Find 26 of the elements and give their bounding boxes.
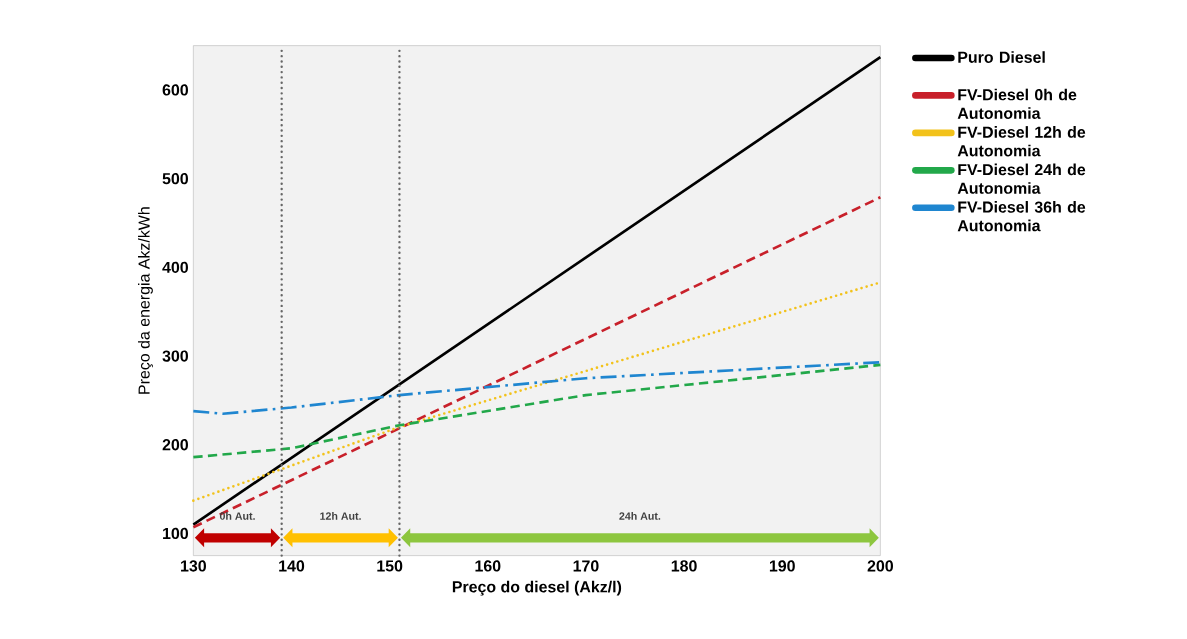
x-tick-label: 200 bbox=[867, 560, 893, 572]
legend-label: FV-Diesel 36h de Autonomia bbox=[957, 201, 1086, 232]
annotation: 12h Aut. bbox=[320, 512, 361, 520]
y-tick-label: 100 bbox=[163, 527, 188, 540]
legend-label: FV-Diesel 12h de Autonomia bbox=[957, 126, 1086, 157]
line-series bbox=[192, 360, 882, 416]
x-tick-label: 170 bbox=[573, 560, 599, 572]
y-tick-label: 400 bbox=[162, 261, 188, 273]
y-tick-label: 300 bbox=[162, 350, 188, 362]
y-axis-title: Preço da energia Akz/kWh bbox=[138, 207, 153, 394]
legend-label: Puro Diesel bbox=[958, 51, 1045, 63]
annotation: 0h Aut. bbox=[219, 512, 255, 520]
line-series bbox=[192, 363, 882, 459]
x-axis-title: Preço do diesel (Akz/l) bbox=[452, 580, 622, 596]
x-tick-label: 180 bbox=[671, 560, 697, 572]
annotation: 24h Aut. bbox=[619, 512, 661, 520]
legend-label: FV-Diesel 0h de Autonomia bbox=[957, 88, 1077, 119]
x-tick-label: 130 bbox=[181, 560, 206, 572]
y-tick-label: 600 bbox=[162, 84, 188, 96]
y-tick-label: 500 bbox=[162, 173, 188, 185]
x-tick-label: 190 bbox=[769, 560, 795, 572]
x-tick-label: 150 bbox=[377, 560, 403, 572]
x-tick-label: 160 bbox=[475, 560, 501, 572]
y-tick-label: 200 bbox=[162, 439, 188, 451]
x-tick-label: 140 bbox=[279, 560, 305, 572]
legend-label: FV-Diesel 24h de Autonomia bbox=[957, 163, 1086, 194]
